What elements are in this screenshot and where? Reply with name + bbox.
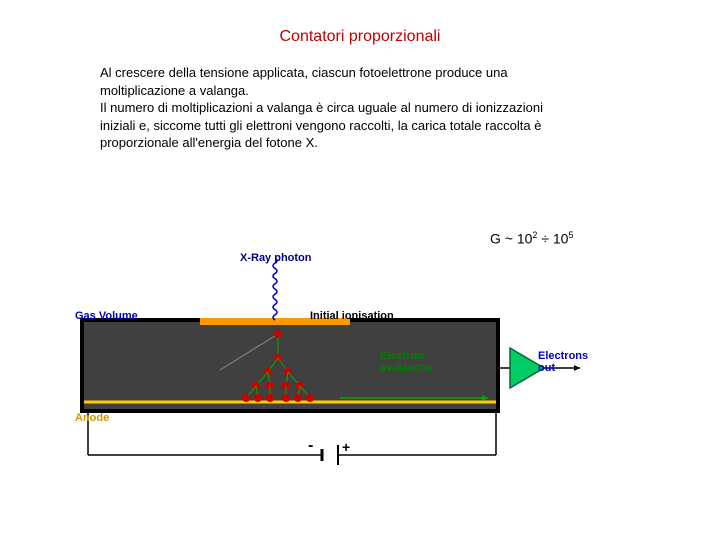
para-line: proporzionale all'energia del fotone X. [100,135,318,150]
gain-formula: G ~ 102 ÷ 105 [490,230,574,247]
battery-plus-label: + [342,439,350,455]
electrons-out-label: Electrons [538,350,588,362]
detector-diagram: X-Ray photon Gas Volume Initial ionisati… [80,280,600,500]
initial-ionisation-label: Initial ionisation [310,310,394,322]
description-paragraph: Al crescere della tensione applicata, ci… [0,46,720,152]
para-line: Il numero di moltiplicazioni a valanga è… [100,100,543,115]
para-line: moltiplicazione a valanga. [100,83,249,98]
para-line: Al crescere della tensione applicata, ci… [100,65,508,80]
electron-avalanche-label: Electron [380,350,424,362]
battery-minus-label: - [308,437,313,455]
electrons-out-label2: out [538,362,555,374]
anode-label: Anode [75,412,109,424]
gas-volume-label: Gas Volume [75,310,138,322]
electron-avalanche-label2: avalanche [380,362,433,374]
para-line: iniziali e, siccome tutti gli elettroni … [100,118,542,133]
page-title: Contatori proporzionali [0,0,720,46]
xray-photon-label: X-Ray photon [240,252,312,264]
gain-label: Gain >> 1 [380,374,430,386]
